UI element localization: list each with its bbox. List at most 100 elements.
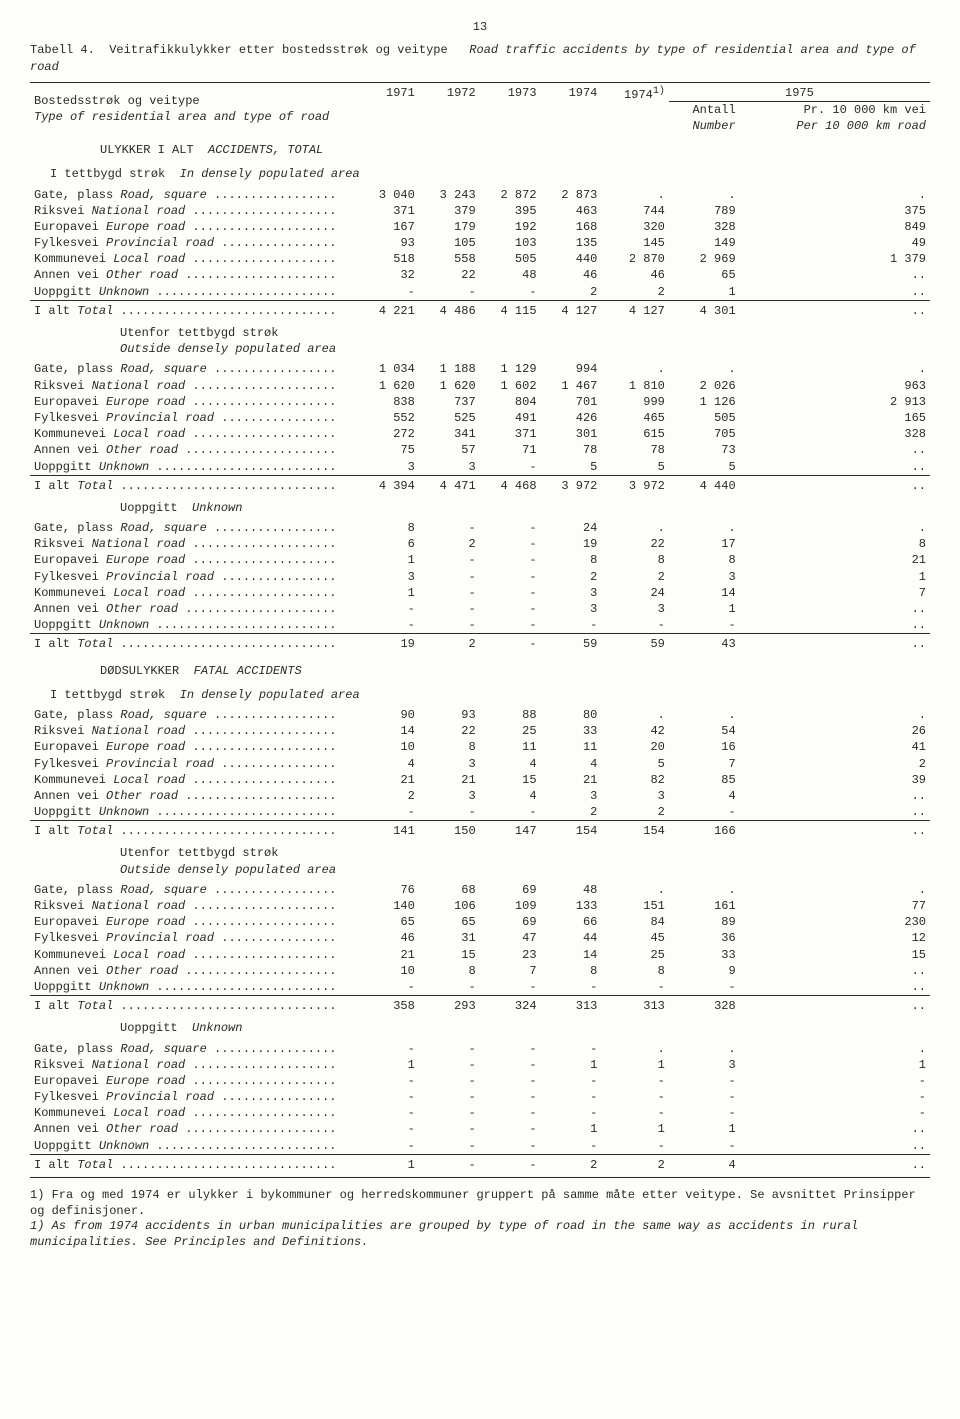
cell: 93 (419, 707, 480, 723)
cell: 491 (480, 410, 541, 426)
cell: 2 (601, 569, 669, 585)
cell: . (669, 361, 740, 377)
footnote: 1) Fra og med 1974 er ulykker i bykommun… (30, 1188, 930, 1250)
row-label: Riksvei National road ..................… (30, 1057, 358, 1073)
cell: 7 (669, 756, 740, 772)
cell: 5 (541, 459, 602, 476)
cell: . (601, 707, 669, 723)
cell: 154 (601, 821, 669, 842)
cell: 149 (669, 235, 740, 251)
row-label: Annen vei Other road ...................… (30, 601, 358, 617)
row-label: Riksvei National road ..................… (30, 723, 358, 739)
cell: 789 (669, 203, 740, 219)
row-label: Uoppgitt Unknown .......................… (30, 459, 358, 476)
cell: 22 (419, 723, 480, 739)
cell: 14 (669, 585, 740, 601)
row-total: I alt Total ............................… (30, 821, 358, 842)
cell: .. (740, 804, 930, 821)
cell: - (358, 1121, 419, 1137)
cell: 3 (541, 601, 602, 617)
cell: 395 (480, 203, 541, 219)
cell: 2 872 (480, 187, 541, 203)
row-label: Gate, plass Road, square ...............… (30, 1041, 358, 1057)
cell: 1 810 (601, 378, 669, 394)
cell: 16 (669, 739, 740, 755)
cell: - (601, 1089, 669, 1105)
row-label: Fylkesvei Provincial road ..............… (30, 930, 358, 946)
cell: 39 (740, 772, 930, 788)
cell: 82 (601, 772, 669, 788)
cell: 90 (358, 707, 419, 723)
cell: 1 (669, 1121, 740, 1137)
cell: 358 (358, 996, 419, 1017)
cell: 552 (358, 410, 419, 426)
cell: 375 (740, 203, 930, 219)
cell: . (669, 187, 740, 203)
cell: - (669, 1138, 740, 1155)
cell: - (669, 1105, 740, 1121)
row-label: Riksvei National road ..................… (30, 898, 358, 914)
cell: - (419, 601, 480, 617)
cell: 313 (601, 996, 669, 1017)
cell: 2 (358, 788, 419, 804)
cell: - (480, 536, 541, 552)
cell: 167 (358, 219, 419, 235)
cell: 43 (669, 634, 740, 655)
cell: - (480, 459, 541, 476)
cell: 5 (669, 459, 740, 476)
cell: 75 (358, 442, 419, 458)
cell: 179 (419, 219, 480, 235)
cell: 705 (669, 426, 740, 442)
sub-header: Uoppgitt Unknown (30, 496, 930, 520)
cell: 341 (419, 426, 480, 442)
cell: - (419, 585, 480, 601)
cell: - (358, 601, 419, 617)
cell: 168 (541, 219, 602, 235)
cell: - (480, 552, 541, 568)
cell: 272 (358, 426, 419, 442)
cell: . (669, 707, 740, 723)
cell: - (669, 617, 740, 634)
sub-header: Uoppgitt Unknown (30, 1016, 930, 1040)
cell: - (480, 979, 541, 996)
cell: 2 913 (740, 394, 930, 410)
cell: 4 (480, 788, 541, 804)
cell: 71 (480, 442, 541, 458)
cell: - (358, 979, 419, 996)
col-1973: 1973 (480, 85, 541, 135)
cell: 3 (601, 601, 669, 617)
row-label: Kommunevei Local road ..................… (30, 251, 358, 267)
cell: 1 (358, 585, 419, 601)
cell: . (740, 1041, 930, 1057)
cell: 4 (669, 788, 740, 804)
cell: 46 (358, 930, 419, 946)
cell: 88 (480, 707, 541, 723)
cell: 804 (480, 394, 541, 410)
cell: 4 (358, 756, 419, 772)
cell: 4 468 (480, 475, 541, 496)
cell: - (480, 601, 541, 617)
row-label: Europavei Europe road ..................… (30, 1073, 358, 1089)
cell: 328 (740, 426, 930, 442)
footnote-en: 1) As from 1974 accidents in urban munic… (30, 1219, 858, 1249)
cell: - (358, 1073, 419, 1089)
cell: - (480, 1041, 541, 1057)
cell: . (669, 520, 740, 536)
row-label: Annen vei Other road ...................… (30, 442, 358, 458)
cell: - (601, 1138, 669, 1155)
cell: 371 (358, 203, 419, 219)
cell: 1 (358, 552, 419, 568)
cell: 313 (541, 996, 602, 1017)
col-antall: Antall (669, 101, 740, 118)
cell: - (740, 1105, 930, 1121)
cell: - (419, 1121, 480, 1137)
row-label: Fylkesvei Provincial road ..............… (30, 410, 358, 426)
cell: .. (740, 963, 930, 979)
cell: 4 221 (358, 300, 419, 321)
cell: 4 (541, 756, 602, 772)
cell: 371 (480, 426, 541, 442)
cell: 2 873 (541, 187, 602, 203)
cell: 69 (480, 914, 541, 930)
cell: - (480, 634, 541, 655)
cell: 999 (601, 394, 669, 410)
